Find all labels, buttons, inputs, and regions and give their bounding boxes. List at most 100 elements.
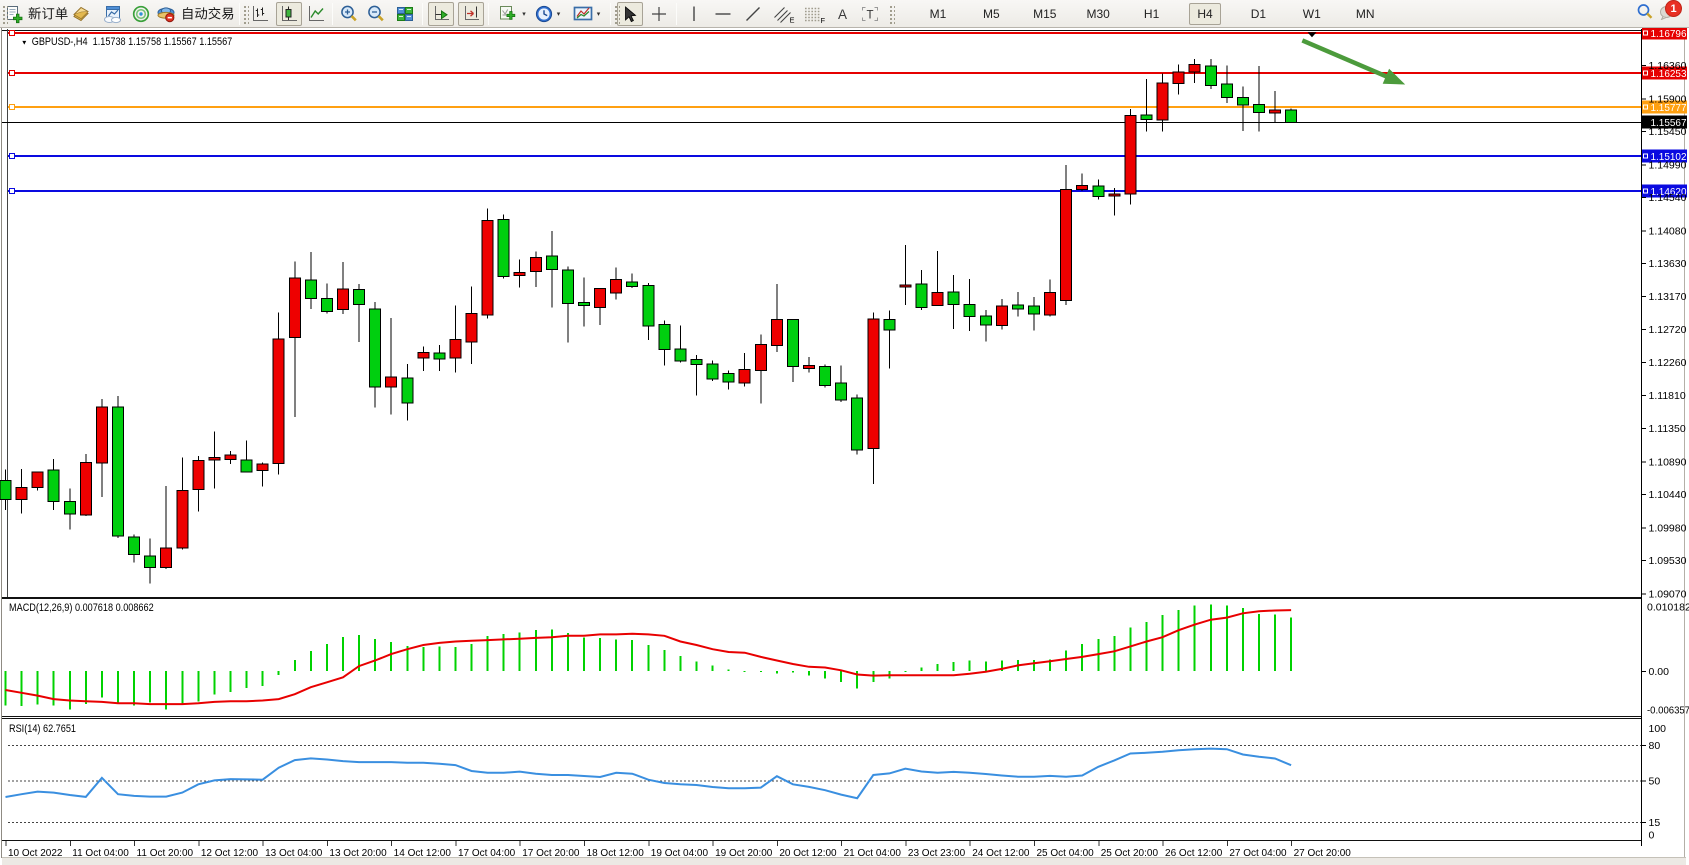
trend-arrow-annotation[interactable] — [1301, 38, 1406, 85]
indicators-button[interactable]: ▾ — [494, 2, 530, 26]
svg-text:25 Oct 20:00: 25 Oct 20:00 — [1101, 848, 1159, 859]
symbol-dropdown-caret[interactable]: ▼ — [21, 38, 28, 46]
horizontal-line-button[interactable] — [710, 2, 736, 26]
toolbar-separator — [488, 3, 489, 25]
svg-text:15: 15 — [1649, 817, 1661, 829]
indicators-button-dropdown-arrow[interactable]: ▾ — [522, 11, 526, 18]
timeframe-M1[interactable]: M1 — [929, 7, 947, 21]
timeframe-H1[interactable]: H1 — [1143, 7, 1160, 21]
fibonacci-button[interactable]: F — [800, 2, 828, 26]
timeframe-W1[interactable]: W1 — [1302, 7, 1321, 21]
candle-64 — [1028, 305, 1040, 315]
text-button[interactable]: A — [832, 2, 854, 26]
trendline-button[interactable] — [740, 2, 766, 26]
candle-22 — [353, 288, 365, 305]
candle-52 — [835, 382, 848, 401]
hline-object-1.16253[interactable] — [8, 69, 1641, 77]
anchor-triangle-marker[interactable] — [1307, 32, 1317, 38]
candle-25 — [401, 377, 414, 404]
line-chart-mode-button[interactable] — [303, 2, 329, 26]
crosshair-button[interactable] — [646, 2, 672, 26]
svg-text:20 Oct 12:00: 20 Oct 12:00 — [779, 848, 837, 859]
svg-text:10 Oct 2022: 10 Oct 2022 — [8, 848, 63, 859]
candle-67 — [1076, 184, 1089, 190]
candle-35 — [562, 269, 574, 304]
data-window-button[interactable] — [99, 2, 126, 26]
candle-74 — [1188, 63, 1201, 73]
auto-scroll-icon — [435, 6, 449, 20]
chart-canvas: 1.16796 1.16253 1.15777 1.15567 1.15102 1.146… — [0, 28, 1689, 865]
chart-shift-button[interactable] — [458, 2, 484, 26]
zoom-in-button[interactable] — [336, 2, 362, 26]
text-label-button[interactable]: T — [857, 2, 883, 26]
candle-16 — [256, 463, 269, 471]
candle-49 — [786, 319, 799, 368]
vertical-line-button[interactable] — [682, 2, 706, 26]
zoom-out-button[interactable] — [363, 2, 389, 26]
candle-28 — [449, 338, 462, 359]
tile-windows-button[interactable] — [392, 2, 418, 26]
timeframe-H4[interactable]: H4 — [1189, 3, 1221, 25]
toolbar-grip[interactable] — [1, 4, 8, 24]
svg-text:E: E — [790, 16, 795, 25]
periods-button[interactable]: ▾ — [530, 2, 564, 26]
new-order-button[interactable] — [7, 2, 68, 26]
svg-text:1.14080: 1.14080 — [1649, 225, 1687, 237]
chart-window: 1.16796 1.16253 1.15777 1.15567 1.15102 1.146… — [0, 28, 1689, 865]
hline-object-1.14620[interactable] — [8, 187, 1641, 195]
candle-29 — [465, 313, 478, 343]
candle-43 — [690, 359, 703, 365]
search-icon[interactable] — [1635, 2, 1655, 22]
toolbar-separator — [422, 3, 423, 25]
candle-50 — [803, 364, 815, 369]
candle-45 — [722, 372, 735, 383]
candle-75 — [1204, 65, 1217, 87]
svg-text:1.11350: 1.11350 — [1649, 423, 1686, 435]
candle-71 — [1140, 114, 1153, 120]
cursor-button[interactable] — [617, 2, 643, 26]
svg-text:1.15102: 1.15102 — [1651, 151, 1687, 163]
svg-text:27 Oct 04:00: 27 Oct 04:00 — [1229, 848, 1287, 859]
timeframe-D1[interactable]: D1 — [1250, 7, 1267, 21]
candle-58 — [931, 291, 944, 307]
indicators-icon — [500, 6, 516, 20]
svg-text:1.09070: 1.09070 — [1649, 589, 1687, 601]
timeframe-M30[interactable]: M30 — [1086, 7, 1110, 21]
auto-scroll-button[interactable] — [428, 2, 454, 26]
candle-20 — [320, 298, 333, 312]
autotrading-button[interactable] — [155, 2, 235, 26]
candle-41 — [658, 324, 671, 350]
navigator-icon — [132, 5, 150, 23]
svg-text:19 Oct 04:00: 19 Oct 04:00 — [651, 848, 709, 859]
periods-button-dropdown-arrow[interactable]: ▾ — [556, 11, 561, 18]
navigator-button[interactable] — [128, 2, 154, 26]
fibonacci-icon: F — [805, 7, 826, 24]
templates-button-dropdown-arrow[interactable]: ▾ — [596, 11, 601, 18]
candle-10 — [160, 547, 173, 569]
hline-object-1.16796[interactable] — [8, 29, 1641, 37]
candle-17 — [272, 338, 285, 464]
candle-11 — [176, 489, 189, 549]
templates-button[interactable]: ▾ — [566, 2, 606, 26]
candle-0 — [0, 480, 12, 500]
equidistant-channel-button[interactable]: E — [770, 2, 798, 26]
market-watch-button[interactable] — [68, 2, 94, 26]
toolbar-grip[interactable] — [242, 4, 249, 24]
candle-39 — [626, 281, 639, 287]
hline-object-1.15102[interactable] — [8, 152, 1641, 160]
candlestick-icon — [282, 6, 297, 21]
timeframe-MN[interactable]: MN — [1355, 7, 1375, 21]
candlestick-mode-button[interactable] — [276, 2, 302, 26]
hline-object-1.15777[interactable] — [8, 103, 1641, 111]
timeframe-M5[interactable]: M5 — [983, 7, 1000, 21]
notification-badge[interactable]: 1 — [1665, 0, 1682, 17]
price-badge-1.16253: 1.16253 — [1642, 66, 1687, 80]
market-watch-icon — [73, 6, 89, 22]
candle-5 — [79, 462, 92, 516]
timeframe-M15[interactable]: M15 — [1033, 7, 1057, 21]
toolbar-grip[interactable] — [888, 4, 895, 24]
price-badge-1.16796: 1.16796 — [1642, 28, 1687, 40]
bar-chart-mode-button[interactable] — [247, 2, 273, 26]
toolbar-grip[interactable] — [613, 4, 620, 24]
vertical-line-icon — [693, 6, 695, 21]
